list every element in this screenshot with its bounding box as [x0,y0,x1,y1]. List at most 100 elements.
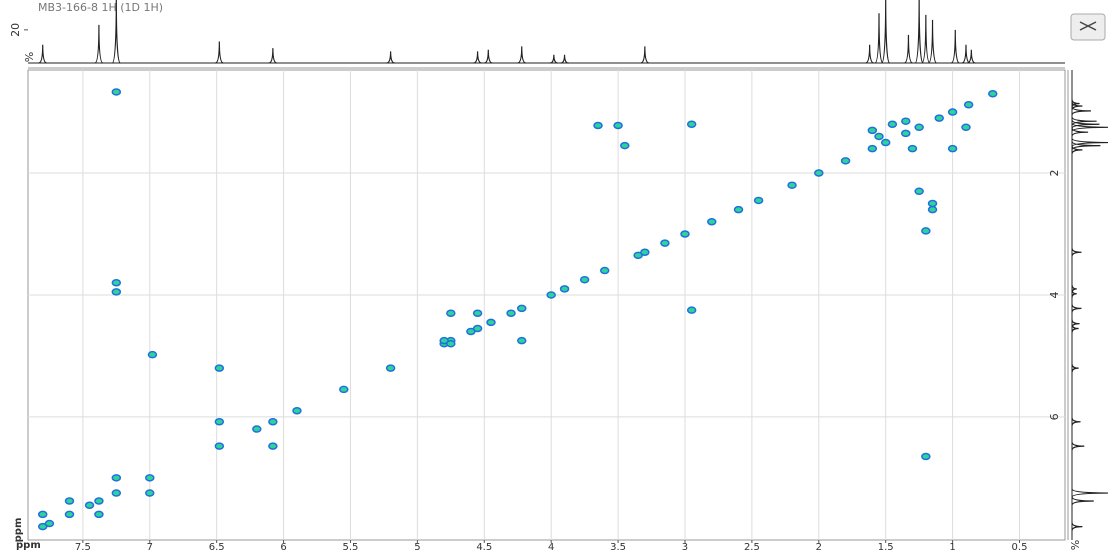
x-tick-label: 2 [816,542,822,551]
cross-peak [252,425,262,433]
x-tick-label: 5.5 [343,542,359,551]
toolbar-button[interactable] [1070,13,1106,41]
cross-peak [620,141,630,150]
x-tick-label: 3.5 [610,542,626,551]
cross-peak [486,318,496,327]
cross-peak [814,169,824,177]
cross-peak [867,144,878,153]
projection-peak [881,0,891,64]
cross-peak [472,324,483,333]
cross-peak [546,291,556,299]
cross-peak [753,196,764,205]
x-tick-label: 4 [548,542,554,551]
cross-peak [934,114,944,122]
cross-peak [921,227,931,235]
y-tick-label: 2 [1048,170,1061,177]
cross-peak [111,278,122,287]
projection-peak [904,34,913,64]
cross-peak [660,239,670,247]
cross-peak [516,304,527,313]
x-tick-label: 0.5 [1012,542,1028,551]
cross-peak [680,230,690,238]
x-tick-label: 3 [682,542,688,551]
cross-peak [947,144,958,153]
cross-peak [880,138,891,147]
x-tick-label: 1 [949,542,955,551]
cross-peak [593,121,603,130]
cross-peak [111,88,122,96]
cross-peak [268,417,278,426]
cross-peak [733,205,744,214]
cross-peak [292,407,302,415]
cross-peak [446,339,456,348]
cross-peak [84,501,95,510]
cross-peak [147,350,158,359]
cross-peak [887,120,898,129]
cross-peak [907,144,918,153]
cross-peak [94,510,104,519]
projection-peak [215,41,224,64]
projection-peak [914,0,924,64]
cross-peak [214,417,225,426]
grid [28,70,1065,540]
x-tick-label: 6.5 [209,542,225,551]
cross-peak [145,489,155,497]
projection-peak [1071,364,1079,373]
cross-peak [37,510,48,519]
cross-peak [686,120,697,129]
cross-peak [901,117,911,125]
projection-peak [38,44,47,64]
projection-peak [1071,304,1082,313]
projection-peak [1071,488,1108,498]
peaks [37,88,998,531]
cross-peak [901,129,911,138]
x-tick-label: 7.5 [75,542,91,551]
right-axis-unit: % [1069,540,1082,550]
button-frame[interactable] [1070,13,1106,41]
cross-peak [599,266,610,275]
cross-peak [111,474,122,482]
top-y-tick-label: 20 [9,23,22,37]
cross-peak [921,452,931,461]
x-tick-label: 4.5 [476,542,492,551]
x-tick-label: 2.5 [744,542,760,551]
cross-peak [867,126,878,135]
projection-peak [1071,248,1082,257]
cross-peak [506,309,516,317]
cross-peak [268,442,278,450]
projection-peak [865,44,874,64]
projection-peak [921,14,931,64]
y-tick-label: 6 [1048,413,1061,420]
x-tick-label: 5 [414,542,420,551]
projection-peak [1071,120,1100,129]
cross-peak [579,275,590,284]
x-axis-label: ppm [16,540,41,551]
y-tick-label: 4 [1048,291,1061,298]
top-axis-unit: % [23,52,36,62]
projection-peak [1071,138,1108,147]
cross-peak [961,123,971,132]
cross-peak [214,442,225,450]
projection-peak [1071,116,1097,126]
plot-area [27,69,1066,541]
cross-peak [559,285,570,293]
cross-peak [640,248,650,257]
cross-peak [339,385,349,394]
cross-peak [64,497,75,505]
cross-peak [914,123,924,132]
cross-peak [385,364,396,372]
cross-peak [94,497,104,505]
projection-peak [1071,122,1108,132]
cross-peak [613,121,623,130]
x-tick-label: 6 [280,542,286,551]
cross-peak [947,108,958,116]
cross-peak [963,100,974,109]
cross-peak [214,364,225,372]
cross-peak [840,157,851,165]
cross-peak [927,205,938,214]
projection-peak [1071,101,1083,111]
cross-peak [987,90,998,98]
cross-peak [686,306,697,314]
projection-peak [111,0,121,64]
